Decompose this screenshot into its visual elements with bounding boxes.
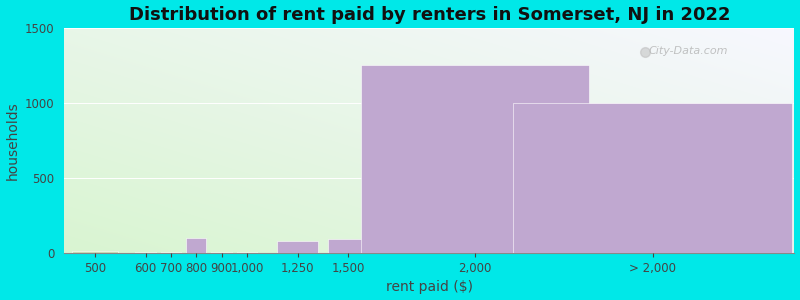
Bar [361, 65, 589, 253]
Bar [278, 241, 318, 253]
Bar [237, 252, 257, 253]
Title: Distribution of rent paid by renters in Somerset, NJ in 2022: Distribution of rent paid by renters in … [129, 6, 730, 24]
Bar [135, 252, 156, 253]
Bar [211, 252, 232, 253]
Text: City-Data.com: City-Data.com [649, 46, 728, 56]
X-axis label: rent paid ($): rent paid ($) [386, 280, 473, 294]
Bar [328, 238, 369, 253]
Y-axis label: households: households [6, 101, 19, 180]
Bar [72, 251, 118, 253]
Bar [161, 252, 181, 253]
Bar [186, 238, 206, 253]
Bar [513, 103, 792, 253]
